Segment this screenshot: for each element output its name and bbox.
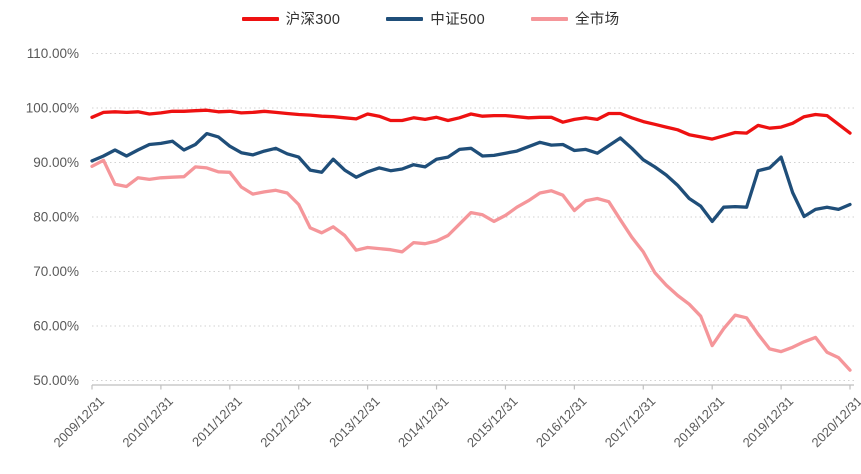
x-axis-label-2017: 2017/12/31 xyxy=(602,394,659,451)
legend-item-whole-market: 全市场 xyxy=(531,8,619,29)
x-axis-label-2014: 2014/12/31 xyxy=(395,394,452,451)
x-axis-label-2009: 2009/12/31 xyxy=(50,394,107,451)
y-axis-label-70: 70.00% xyxy=(33,264,79,279)
y-axis-label-50: 50.00% xyxy=(33,373,79,388)
legend-swatch-hs300-icon xyxy=(241,16,279,21)
x-axis-label-2011: 2011/12/31 xyxy=(189,394,245,450)
legend-swatch-whole-market-icon xyxy=(531,16,568,21)
y-axis-label-60: 60.00% xyxy=(33,319,79,334)
y-axis-label-110: 110.00% xyxy=(27,46,79,61)
legend-item-hs300: 沪深300 xyxy=(241,8,341,29)
x-axis-label-2020: 2020/12/31 xyxy=(808,394,861,451)
y-axis-label-100: 100.00% xyxy=(26,101,79,116)
y-axis-label-90: 90.00% xyxy=(33,155,79,170)
series-line-zz500 xyxy=(90,131,852,224)
series-line-whole-market xyxy=(90,158,852,372)
x-axis-label-2016: 2016/12/31 xyxy=(533,394,590,451)
x-axis-label-2012: 2012/12/31 xyxy=(257,394,314,451)
legend-label-zz500: 中证500 xyxy=(430,12,485,28)
legend-label-whole-market: 全市场 xyxy=(575,12,620,28)
x-axis-label-2010: 2010/12/31 xyxy=(119,394,176,451)
x-axis-label-2018: 2018/12/31 xyxy=(671,394,728,451)
x-axis-label-2019: 2019/12/31 xyxy=(740,394,797,451)
legend-swatch-zz500-icon xyxy=(386,16,424,21)
legend-label-hs300: 沪深300 xyxy=(285,12,341,28)
chart-legend: 沪深300 中证500 全市场 xyxy=(0,8,861,29)
legend-item-zz500: 中证500 xyxy=(386,8,485,29)
y-axis-label-80: 80.00% xyxy=(33,210,79,225)
x-axis-label-2015: 2015/12/31 xyxy=(464,394,521,451)
series-line-hs300 xyxy=(90,108,852,141)
x-axis-label-2013: 2013/12/31 xyxy=(326,394,383,451)
